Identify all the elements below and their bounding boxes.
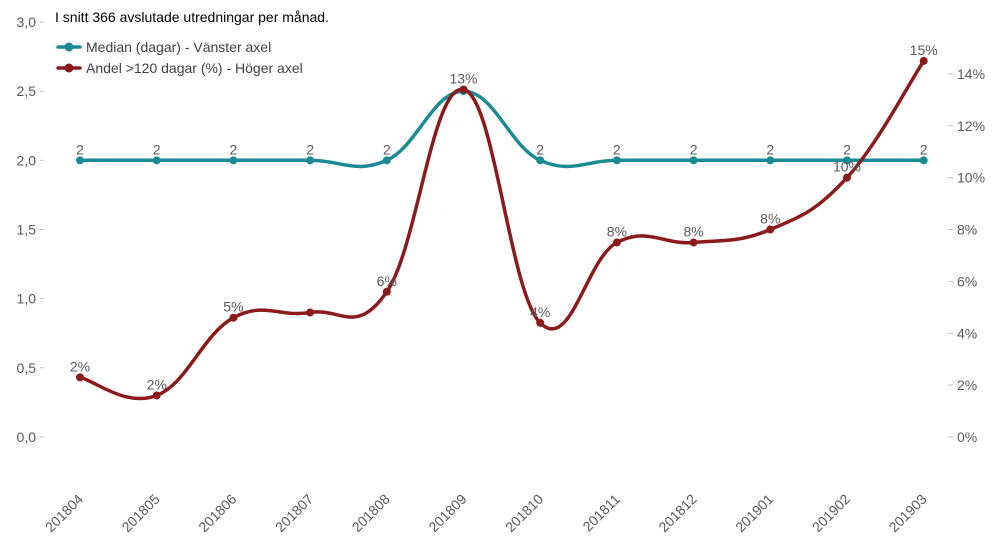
x-axis-tick-label: 201805: [118, 491, 162, 535]
series-point-0: [612, 156, 621, 165]
x-axis: 201804 201805 201806 201807 201808 201809 2018…: [42, 491, 930, 535]
series-point-0: [689, 156, 698, 165]
data-labels: 2 2 2 2 2 2 2 2 2 2 2 2% 2% 5% 6% 13% 4% 8% 8% 8% 10% 15%: [70, 42, 938, 393]
series-line-0: [78, 89, 926, 169]
x-axis-tick-label: 201807: [272, 491, 316, 535]
data-label-1: 8%: [760, 211, 780, 227]
data-label-0: 2: [843, 141, 851, 157]
right-axis: 0% 2% 4% 6% 8% 10% 12% 14%: [948, 66, 985, 445]
x-axis-tick-label: 201811: [579, 491, 623, 535]
series-point-0: [766, 156, 775, 165]
left-axis-tick-label: 0,0: [17, 429, 37, 445]
right-axis-tick-label: 10%: [957, 170, 985, 186]
data-label-1: 13%: [449, 70, 477, 86]
series-point-1: [229, 313, 238, 322]
x-axis-tick-label: 201901: [732, 491, 776, 535]
data-label-1: 2%: [147, 377, 167, 393]
x-axis-tick-label: 201810: [502, 491, 546, 535]
series-point-1: [612, 238, 621, 247]
data-label-1: 10%: [833, 159, 861, 175]
x-axis-tick-label: 201806: [195, 491, 239, 535]
data-label-0: 2: [153, 141, 161, 157]
data-label-1: 2%: [70, 358, 90, 374]
right-axis-tick-label: 2%: [957, 377, 977, 393]
series-point-0: [536, 156, 545, 165]
series-point-0: [306, 156, 315, 165]
x-axis-tick-label: 201809: [425, 491, 469, 535]
left-axis: 0,0 0,5 1,0 1,5 2,0 2,5 3,0: [17, 14, 44, 445]
left-axis-tick-label: 3,0: [17, 14, 37, 30]
series-point-0: [229, 156, 238, 165]
data-label-0: 2: [306, 141, 314, 157]
right-axis-tick-label: 14%: [957, 66, 985, 82]
data-label-1: 8%: [607, 223, 627, 239]
data-label-0: 2: [690, 141, 698, 157]
series-point-1: [152, 391, 161, 400]
data-label-1: 15%: [910, 42, 938, 58]
data-label-0: 2: [920, 141, 928, 157]
x-axis-tick-label: 201902: [809, 491, 853, 535]
series-point-1: [382, 287, 391, 296]
data-label-1: 8%: [683, 223, 703, 239]
series-point-1: [536, 318, 545, 327]
data-label-0: 2: [76, 141, 84, 157]
legend-marker-1: [64, 63, 74, 73]
left-axis-tick-label: 2,0: [17, 152, 37, 168]
series-point-0: [919, 156, 928, 165]
series-point-1: [766, 225, 775, 234]
legend-marker-0: [64, 42, 74, 52]
left-axis-tick-label: 1,5: [17, 222, 37, 238]
chart-title: I snitt 366 avslutade utredningar per må…: [55, 9, 329, 25]
right-axis-tick-label: 12%: [957, 118, 985, 134]
x-axis-tick-label: 201812: [655, 491, 699, 535]
series-point-1: [843, 173, 851, 182]
x-axis-tick-label: 201808: [349, 491, 393, 535]
series-point-1: [306, 308, 315, 317]
data-label-1: 5%: [223, 299, 243, 315]
right-axis-tick-label: 4%: [957, 325, 977, 341]
series-line-1: [78, 59, 926, 401]
series-point-1: [76, 373, 84, 382]
series-point-0: [76, 156, 84, 165]
series-point-1: [459, 85, 468, 94]
right-axis-tick-label: 6%: [957, 273, 977, 289]
legend-label-0: Median (dagar) - Vänster axel: [86, 39, 271, 55]
left-axis-tick-label: 2,5: [17, 83, 37, 99]
right-axis-tick-label: 0%: [957, 429, 977, 445]
legend: Median (dagar) - Vänster axel Andel >120 …: [56, 39, 303, 76]
series-point-0: [152, 156, 161, 165]
series-layer: [76, 56, 928, 401]
data-label-1: 6%: [377, 273, 397, 289]
data-label-0: 2: [230, 141, 238, 157]
x-axis-tick-label: 201804: [42, 491, 86, 535]
series-point-0: [382, 156, 391, 165]
legend-label-1: Andel >120 dagar (%) - Höger axel: [86, 60, 303, 76]
series-point-1: [689, 238, 698, 247]
x-axis-tick-label: 201903: [885, 491, 929, 535]
right-axis-tick-label: 8%: [957, 222, 977, 238]
series-point-0: [843, 156, 851, 165]
left-axis-tick-label: 1,0: [17, 291, 37, 307]
data-label-0: 2: [383, 141, 391, 157]
series-point-1: [919, 56, 928, 65]
data-label-1: 4%: [530, 304, 550, 320]
data-label-0: 2: [536, 141, 544, 157]
data-label-0: 2: [766, 141, 774, 157]
left-axis-tick-label: 0,5: [17, 360, 37, 376]
data-label-0: 2: [613, 141, 621, 157]
